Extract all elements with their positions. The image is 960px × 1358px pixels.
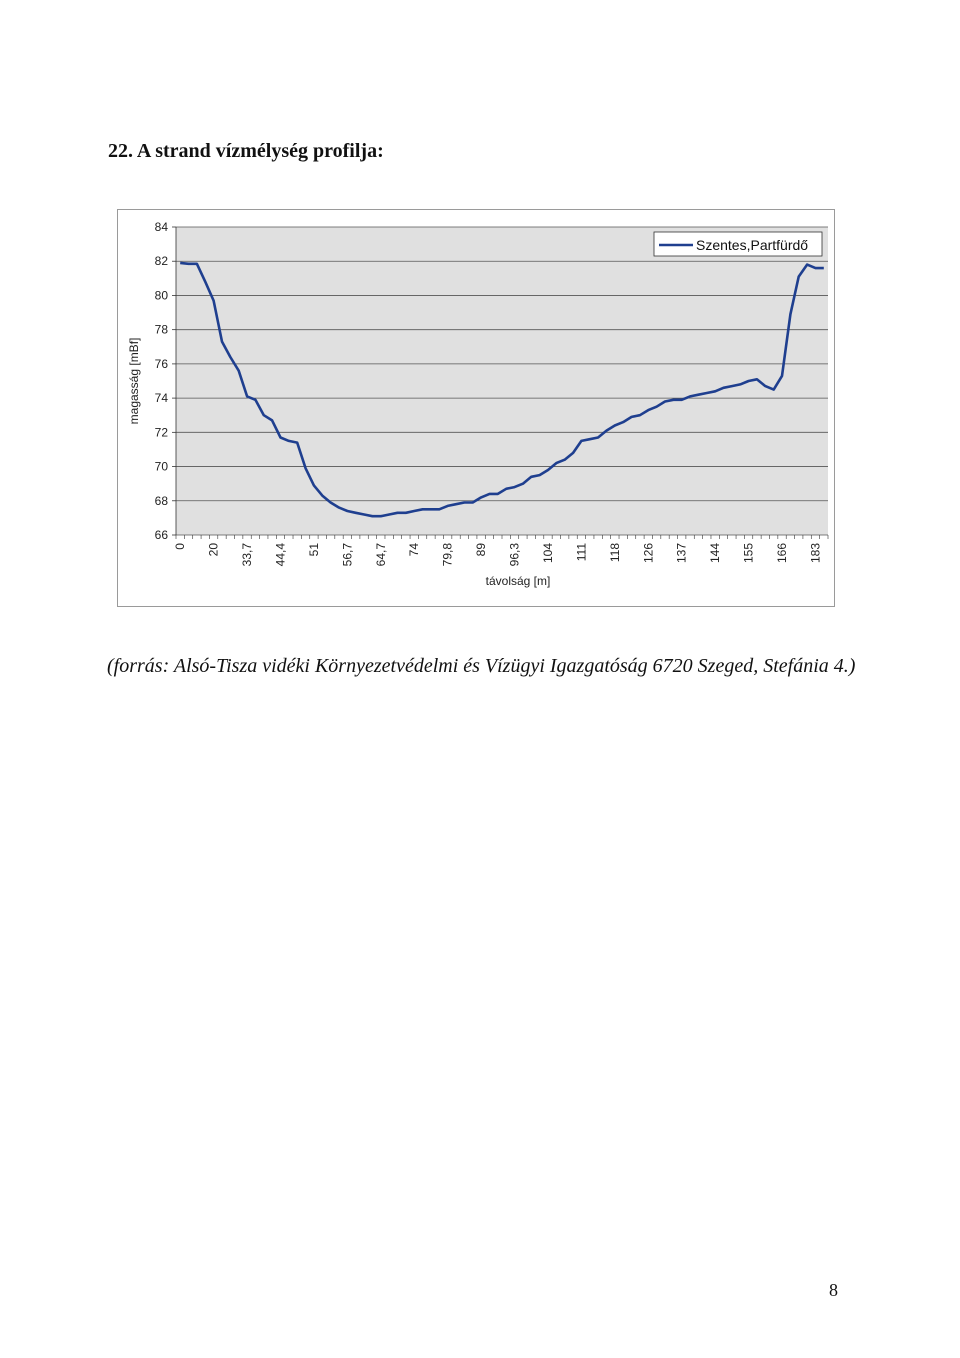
chart-frame: 66 68 70 72 74 76 78 80 82 84 0 20 33,7 44,4 51 56,7 64… [117,209,835,607]
y-axis-ticks: 66 68 70 72 74 76 78 80 82 84 [155,220,176,542]
x-tick-label: 33,7 [240,543,254,567]
y-tick-label: 78 [155,323,169,337]
x-tick-label: 118 [608,543,622,562]
legend-label: Szentes,Partfürdő [696,237,808,253]
y-tick-label: 70 [155,460,169,474]
grid-lines [175,226,828,536]
y-tick-label: 82 [155,254,169,268]
x-tick-label: 104 [541,543,555,563]
x-tick-label: 111 [574,543,588,562]
x-axis-title: távolság [m] [486,574,551,588]
y-tick-label: 74 [155,391,169,405]
plot-area [176,227,828,535]
y-tick-label: 68 [155,494,169,508]
source-note: (forrás: Alsó-Tisza vidéki Környezetvéde… [107,655,856,677]
y-tick-label: 66 [155,528,169,542]
legend: Szentes,Partfürdő [653,231,823,257]
y-tick-label: 76 [155,357,169,371]
x-tick-label: 56,7 [340,543,354,567]
x-tick-label: 79,8 [441,543,455,567]
x-tick-label: 74 [407,543,421,557]
x-tick-label: 51 [307,543,321,557]
x-tick-label: 137 [675,543,689,563]
y-tick-label: 80 [155,288,169,302]
x-tick-label: 44,4 [273,543,287,567]
x-tick-label: 64,7 [374,543,388,567]
x-tick-label: 144 [708,543,722,563]
x-tick-label: 89 [474,543,488,557]
y-tick-label: 84 [155,220,169,234]
x-tick-label: 166 [775,543,789,563]
y-axis-title: magasság [mBf] [127,338,141,425]
x-tick-label: 20 [207,543,221,557]
section-heading: 22. A strand vízmélység profilja: [108,140,384,162]
y-tick-label: 72 [155,425,169,439]
x-axis-ticks: 0 20 33,7 44,4 51 56,7 64,7 74 79,8 89 96,3 104 111 1… [173,535,829,567]
depth-profile-chart: 66 68 70 72 74 76 78 80 82 84 0 20 33,7 44,4 51 56,7 64… [127,220,829,588]
x-tick-label: 183 [808,543,822,563]
series-line-szentes-partfurdo [180,261,824,518]
x-tick-label: 126 [641,543,655,563]
page-number: 8 [829,1280,838,1300]
x-tick-label: 96,3 [508,543,522,567]
x-tick-label: 155 [742,543,756,563]
x-tick-label: 0 [173,543,187,550]
